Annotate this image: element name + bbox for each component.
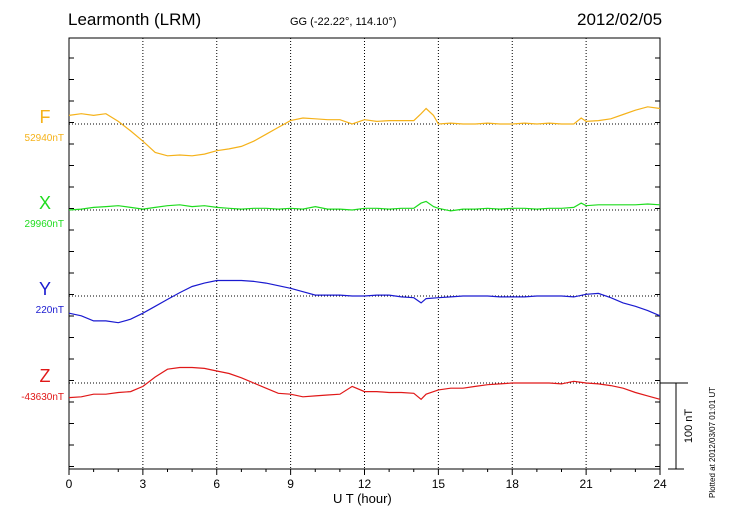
baseline-label-y: 220nT — [36, 305, 64, 316]
series-line-f — [68, 106, 661, 157]
scale-bar-label: 100 nT — [683, 409, 695, 444]
x-tick-label-21: 21 — [579, 477, 593, 491]
x-axis-label: U T (hour) — [333, 491, 392, 506]
component-label-f: F — [40, 107, 51, 127]
component-label-z: Z — [40, 366, 51, 386]
plot-date: 2012/02/05 — [577, 10, 663, 29]
component-label-y: Y — [39, 279, 51, 299]
x-tick-label-12: 12 — [358, 477, 372, 491]
x-tick-label-0: 0 — [66, 477, 73, 491]
series-line-z — [68, 366, 661, 401]
series-line-y — [68, 279, 661, 324]
plotted-timestamp: Plotted at 2012/03/07 01:01 UT — [708, 386, 717, 498]
baseline-label-f: 52940nT — [25, 133, 64, 144]
baseline-label-z: -43630nT — [21, 392, 64, 403]
station-coordinates: GG (-22.22°, 114.10°) — [290, 16, 397, 28]
x-tick-label-24: 24 — [653, 477, 667, 491]
component-label-x: X — [39, 193, 51, 213]
station-title: Learmonth (LRM) — [68, 10, 202, 29]
x-tick-label-6: 6 — [213, 477, 220, 491]
x-tick-label-9: 9 — [287, 477, 294, 491]
baseline-label-x: 29960nT — [25, 219, 64, 230]
x-tick-label-15: 15 — [432, 477, 446, 491]
x-tick-label-18: 18 — [506, 477, 520, 491]
x-tick-label-3: 3 — [140, 477, 147, 491]
series-line-x — [68, 200, 661, 212]
